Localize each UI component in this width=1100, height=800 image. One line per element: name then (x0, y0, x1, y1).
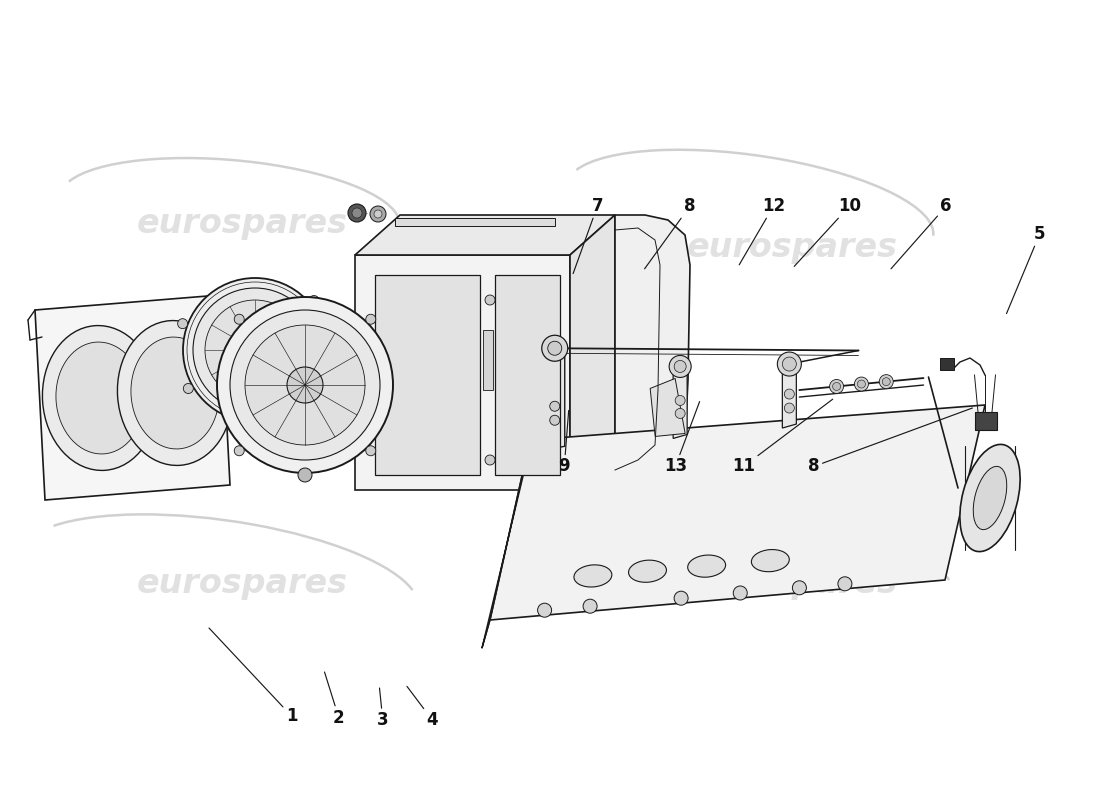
Circle shape (183, 278, 327, 422)
Text: eurospares: eurospares (136, 567, 348, 601)
Ellipse shape (751, 550, 790, 572)
Text: 6: 6 (891, 198, 952, 269)
Text: 2: 2 (324, 672, 344, 726)
Ellipse shape (43, 326, 157, 470)
Text: 9: 9 (559, 410, 570, 475)
Circle shape (234, 446, 244, 456)
Circle shape (177, 318, 188, 329)
Polygon shape (570, 215, 615, 490)
Circle shape (184, 383, 194, 394)
Bar (483, 330, 493, 390)
Circle shape (366, 314, 376, 324)
Circle shape (192, 288, 317, 412)
Text: 7: 7 (573, 198, 603, 274)
Circle shape (245, 325, 365, 445)
Circle shape (675, 409, 685, 418)
Text: 8: 8 (808, 408, 972, 475)
Circle shape (583, 599, 597, 614)
Text: 1: 1 (209, 628, 297, 725)
Polygon shape (35, 295, 230, 500)
Text: 4: 4 (407, 686, 438, 729)
Circle shape (674, 361, 686, 373)
Polygon shape (782, 362, 796, 428)
Polygon shape (355, 215, 615, 255)
Ellipse shape (131, 337, 219, 449)
Circle shape (784, 389, 794, 399)
Bar (975, 412, 997, 430)
Circle shape (541, 335, 568, 362)
Circle shape (784, 403, 794, 413)
Text: eurospares: eurospares (686, 231, 898, 265)
Circle shape (370, 206, 386, 222)
Ellipse shape (574, 565, 612, 587)
Polygon shape (379, 280, 475, 470)
Polygon shape (375, 275, 480, 475)
Polygon shape (490, 405, 984, 620)
Polygon shape (615, 215, 690, 490)
Bar (940, 358, 954, 370)
Circle shape (317, 383, 327, 394)
Ellipse shape (628, 560, 667, 582)
Polygon shape (495, 275, 560, 475)
Circle shape (829, 379, 844, 394)
Ellipse shape (688, 555, 726, 578)
Circle shape (298, 468, 312, 482)
Circle shape (205, 300, 305, 400)
Ellipse shape (960, 444, 1020, 552)
Polygon shape (544, 348, 564, 450)
Circle shape (352, 208, 362, 218)
Text: 13: 13 (663, 402, 700, 475)
Circle shape (833, 382, 840, 390)
Circle shape (374, 210, 382, 218)
Ellipse shape (974, 466, 1006, 530)
Text: eurospares: eurospares (686, 567, 898, 601)
Circle shape (287, 367, 323, 403)
Circle shape (778, 352, 801, 376)
Circle shape (674, 591, 689, 606)
Circle shape (882, 378, 890, 386)
Circle shape (548, 342, 562, 355)
Circle shape (234, 314, 244, 324)
Circle shape (538, 603, 551, 618)
Polygon shape (499, 280, 556, 470)
Circle shape (857, 380, 866, 388)
Circle shape (734, 586, 747, 600)
Text: 12: 12 (739, 198, 785, 265)
Ellipse shape (118, 321, 232, 466)
Polygon shape (673, 363, 688, 438)
Circle shape (485, 295, 495, 305)
Circle shape (366, 446, 376, 456)
Polygon shape (650, 378, 685, 437)
Text: 10: 10 (794, 198, 860, 266)
Circle shape (669, 355, 691, 378)
Circle shape (879, 374, 893, 389)
Text: 8: 8 (645, 198, 695, 269)
Text: 3: 3 (377, 688, 388, 729)
Circle shape (855, 377, 868, 391)
Ellipse shape (56, 342, 144, 454)
Text: 5: 5 (1006, 226, 1045, 314)
Circle shape (550, 402, 560, 411)
Circle shape (792, 581, 806, 594)
Polygon shape (482, 440, 530, 648)
Circle shape (309, 295, 319, 306)
Circle shape (348, 204, 366, 222)
Circle shape (230, 310, 380, 460)
Text: 11: 11 (733, 399, 833, 475)
Polygon shape (355, 255, 570, 490)
Circle shape (675, 395, 685, 406)
Text: eurospares: eurospares (136, 207, 348, 241)
Circle shape (550, 415, 560, 426)
Circle shape (782, 357, 796, 371)
Bar (395, 218, 556, 226)
Circle shape (485, 455, 495, 465)
Circle shape (838, 577, 851, 590)
Circle shape (217, 297, 393, 473)
